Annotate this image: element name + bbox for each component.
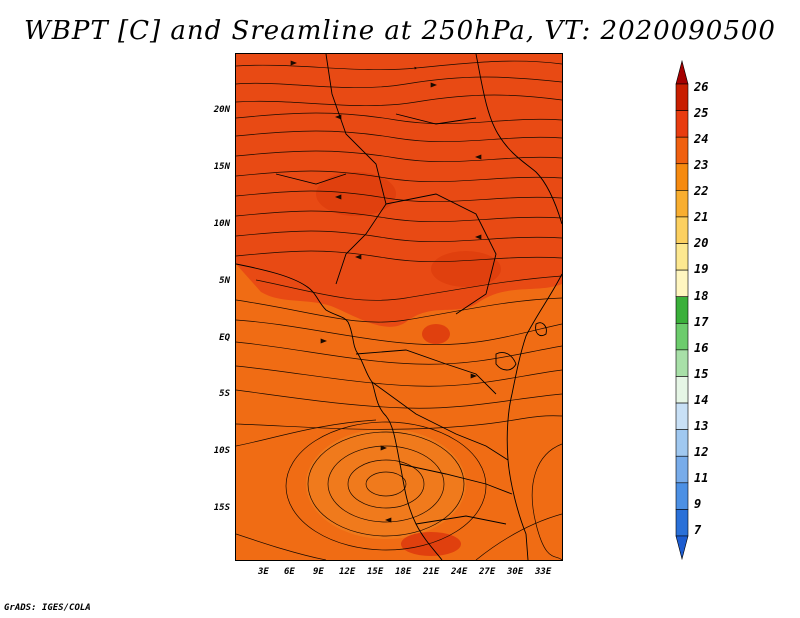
colorbar-swatch bbox=[675, 269, 689, 298]
lat-label-20n: 20N bbox=[213, 105, 230, 115]
colorbar bbox=[675, 60, 689, 560]
colorbar-swatch bbox=[675, 136, 689, 165]
colorbar-swatch bbox=[675, 110, 689, 138]
lat-label-eq: EQ bbox=[219, 333, 230, 343]
colorbar-swatch bbox=[675, 243, 689, 271]
lon-label-30e: 30E bbox=[507, 567, 524, 577]
colorbar-label-11: 11 bbox=[694, 471, 709, 485]
warm-patch bbox=[431, 251, 501, 287]
colorbar-label-12: 12 bbox=[694, 445, 709, 459]
colorbar-swatch bbox=[675, 190, 689, 218]
colorbar-swatch bbox=[675, 376, 689, 404]
colorbar-label-9: 9 bbox=[694, 497, 702, 511]
colorbar-label-20: 20 bbox=[694, 236, 709, 250]
colorbar-swatch bbox=[675, 429, 689, 457]
lon-label-6e: 6E bbox=[284, 567, 295, 577]
map-panel bbox=[235, 53, 563, 561]
warm-patch bbox=[422, 324, 450, 344]
colorbar-label-17: 17 bbox=[694, 315, 709, 329]
streamline-map bbox=[236, 54, 562, 560]
colorbar-swatch bbox=[675, 216, 689, 244]
colorbar-bottom-triangle bbox=[675, 535, 689, 560]
colorbar-label-13: 13 bbox=[694, 419, 709, 433]
lon-label-9e: 9E bbox=[313, 567, 324, 577]
colorbar-swatch bbox=[675, 83, 689, 111]
lat-label-10n: 10N bbox=[213, 219, 230, 229]
lon-label-33e: 33E bbox=[535, 567, 552, 577]
colorbar-label-23: 23 bbox=[694, 158, 709, 172]
lon-label-3e: 3E bbox=[258, 567, 269, 577]
map-title: WBPT [C] and Sreamline at 250hPa, VT: 20… bbox=[24, 16, 776, 46]
colorbar-swatch bbox=[675, 322, 689, 351]
colorbar-swatch bbox=[675, 509, 689, 537]
colorbar-swatch bbox=[675, 482, 689, 510]
lon-label-21e: 21E bbox=[423, 567, 440, 577]
colorbar-label-14: 14 bbox=[694, 393, 709, 407]
colorbar-swatch bbox=[675, 349, 689, 377]
colorbar-top-triangle bbox=[675, 60, 689, 85]
footer-credit: GrADS: IGES/COLA bbox=[4, 603, 91, 613]
colorbar-label-15: 15 bbox=[694, 367, 709, 381]
lat-label-15n: 15N bbox=[213, 162, 230, 172]
colorbar-label-22: 22 bbox=[694, 184, 709, 198]
colorbar-swatch bbox=[675, 163, 689, 191]
colorbar-label-16: 16 bbox=[694, 341, 709, 355]
colorbar-label-21: 21 bbox=[694, 210, 709, 224]
lat-label-5s: 5S bbox=[219, 389, 230, 399]
streamlines bbox=[236, 60, 562, 560]
lon-label-24e: 24E bbox=[451, 567, 468, 577]
lon-label-18e: 18E bbox=[395, 567, 412, 577]
colorbar-swatch bbox=[675, 455, 689, 484]
lat-label-10s: 10S bbox=[213, 446, 230, 456]
cyclone-field bbox=[306, 429, 466, 539]
colorbar-swatch bbox=[675, 402, 689, 430]
colorbar-label-26: 26 bbox=[694, 80, 709, 94]
warm-patch bbox=[401, 532, 461, 556]
colorbar-swatch bbox=[675, 296, 689, 324]
colorbar-label-25: 25 bbox=[694, 106, 709, 120]
lat-label-5n: 5N bbox=[219, 276, 230, 286]
colorbar-label-18: 18 bbox=[694, 289, 709, 303]
lat-label-15s: 15S bbox=[213, 503, 230, 513]
coastlines bbox=[236, 54, 562, 560]
lon-label-15e: 15E bbox=[367, 567, 384, 577]
colorbar-label-7: 7 bbox=[694, 523, 702, 537]
colorbar-label-19: 19 bbox=[694, 262, 709, 276]
colorbar-label-24: 24 bbox=[694, 132, 709, 146]
lon-label-27e: 27E bbox=[479, 567, 496, 577]
lon-label-12e: 12E bbox=[339, 567, 356, 577]
